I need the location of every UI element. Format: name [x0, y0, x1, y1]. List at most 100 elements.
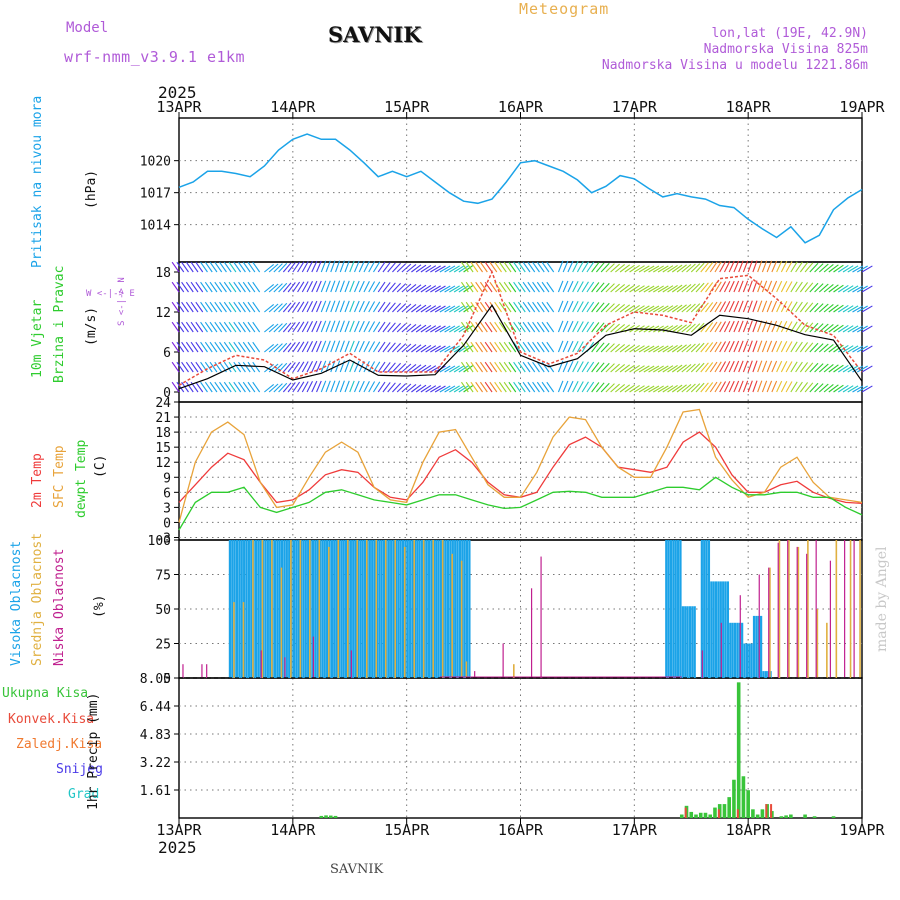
wind-arrow: [823, 284, 834, 293]
wind-arrow: [214, 281, 223, 293]
wind-arrow: [780, 281, 788, 293]
wind-arrow: [747, 300, 753, 313]
wind-arrow: [430, 385, 441, 393]
wind-arrow: [690, 303, 701, 313]
wind-arrow: [242, 321, 251, 333]
wind-arrow: [292, 261, 301, 273]
wind-arrow: [591, 282, 600, 293]
wind-arrow: [828, 304, 839, 313]
wind-arrow: [629, 384, 640, 393]
wind-arrow: [676, 324, 687, 333]
wind-arrow: [847, 265, 859, 273]
wind-arrow: [799, 362, 809, 373]
total-precip-bar: [779, 816, 784, 818]
mid-cloud-bar: [318, 540, 321, 678]
wind-arrow: [209, 321, 218, 333]
wind-arrow: [325, 320, 331, 333]
wind-arrow: [828, 264, 839, 273]
wind-arrow: [176, 281, 185, 293]
high-cloud-bar: [266, 540, 269, 678]
wind-arrow: [567, 380, 574, 393]
wind-arrow: [600, 262, 610, 273]
wind-arrow: [242, 301, 251, 313]
y-tick-label: 18: [155, 426, 171, 441]
wind-arrow: [470, 261, 479, 273]
wind-arrow: [785, 261, 793, 273]
high-cloud-bar: [352, 540, 355, 678]
mid-cloud-bar: [441, 540, 444, 678]
total-precip-bar: [784, 815, 788, 818]
low-cloud-bar: [312, 636, 315, 678]
wind-arrow: [382, 382, 391, 393]
wind-arrow: [643, 345, 655, 353]
wind-arrow: [728, 320, 735, 333]
wind-arrow: [818, 283, 829, 293]
wind-arrow: [705, 382, 714, 393]
y-tick-label: 1.61: [140, 784, 171, 799]
wind-arrow: [629, 344, 640, 353]
wind-arrow: [434, 265, 446, 273]
wind-arrow: [252, 261, 261, 273]
wind-arrow: [634, 285, 645, 293]
wind-arrow: [200, 261, 208, 273]
wind-arrow: [453, 325, 465, 333]
wind-arrow: [695, 342, 705, 353]
wind-arrow: [657, 265, 669, 273]
wind-arrow: [297, 361, 305, 373]
wind-arrow: [714, 341, 722, 353]
high-cloud-bar: [399, 540, 402, 678]
high-cloud-bar: [307, 540, 310, 678]
wind-arrow: [181, 361, 189, 373]
wind-arrow: [465, 341, 474, 353]
wind-arrow: [185, 261, 194, 273]
y-tick-label: 0: [163, 386, 171, 401]
mid-cloud-bar: [816, 609, 819, 678]
wind-arrow: [204, 261, 213, 273]
wind-arrow: [444, 325, 456, 333]
wind-arrow: [615, 364, 626, 373]
wind-arrow: [795, 321, 803, 333]
wind-arrow: [638, 285, 650, 293]
wind-arrow: [814, 363, 824, 373]
wind-arrow: [517, 361, 526, 373]
wind-arrow: [624, 264, 636, 273]
wind-arrow: [306, 341, 313, 353]
wind-arrow: [368, 381, 376, 393]
wind-arrow: [292, 361, 301, 373]
wind-arrow: [624, 284, 636, 293]
wind-arrow: [532, 321, 540, 333]
mid-cloud-bar: [807, 540, 809, 678]
wind-arrow: [430, 285, 441, 293]
wind-arrow: [363, 301, 370, 313]
wind-arrow: [195, 361, 204, 373]
wind-arrow: [619, 264, 631, 273]
low-cloud-bar: [720, 622, 722, 678]
wind-arrow: [615, 384, 626, 393]
wind-arrow: [439, 305, 451, 313]
wind-arrow: [852, 265, 864, 273]
panel-frame: [178, 401, 863, 541]
wind-arrow: [489, 281, 498, 293]
wind-arrow: [629, 364, 640, 373]
wind-arrow: [823, 304, 834, 313]
wind-arrow: [449, 265, 460, 273]
wind-arrow: [847, 285, 859, 293]
wind-arrow: [833, 264, 844, 273]
wind-arrow: [676, 364, 687, 373]
wind-arrow: [546, 321, 555, 333]
wind-arrow: [842, 285, 854, 293]
high-cloud-bar: [679, 540, 682, 678]
wind-arrow: [761, 260, 768, 273]
wind-arrow: [833, 384, 844, 393]
wind-arrow: [546, 381, 555, 393]
wind-arrow: [176, 341, 185, 353]
wind-arrow: [247, 321, 256, 333]
wind-arrow: [273, 383, 283, 393]
high-cloud-bar: [762, 671, 765, 678]
wind-arrow: [463, 384, 474, 393]
mid-cloud-bar: [826, 622, 828, 678]
wind-arrow: [219, 281, 227, 293]
wind-arrow: [643, 265, 655, 273]
high-cloud-bar: [420, 540, 424, 678]
wind-arrow: [695, 362, 705, 373]
